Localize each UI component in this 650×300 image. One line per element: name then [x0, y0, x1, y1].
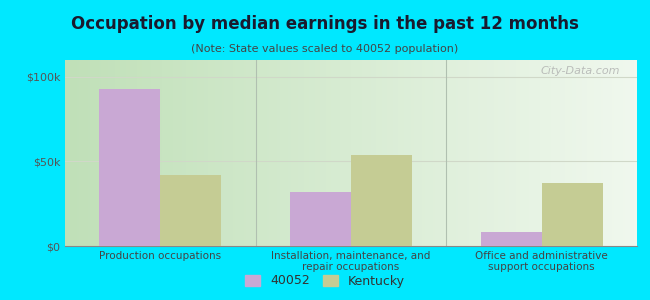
- Text: Occupation by median earnings in the past 12 months: Occupation by median earnings in the pas…: [71, 15, 579, 33]
- Legend: 40052, Kentucky: 40052, Kentucky: [239, 268, 411, 294]
- Text: City-Data.com: City-Data.com: [540, 66, 620, 76]
- Text: (Note: State values scaled to 40052 population): (Note: State values scaled to 40052 popu…: [191, 44, 459, 53]
- Bar: [541, 183, 603, 246]
- Bar: [99, 89, 161, 246]
- Bar: [480, 232, 541, 246]
- Bar: [351, 155, 412, 246]
- Bar: [161, 175, 222, 246]
- Bar: [290, 192, 351, 246]
